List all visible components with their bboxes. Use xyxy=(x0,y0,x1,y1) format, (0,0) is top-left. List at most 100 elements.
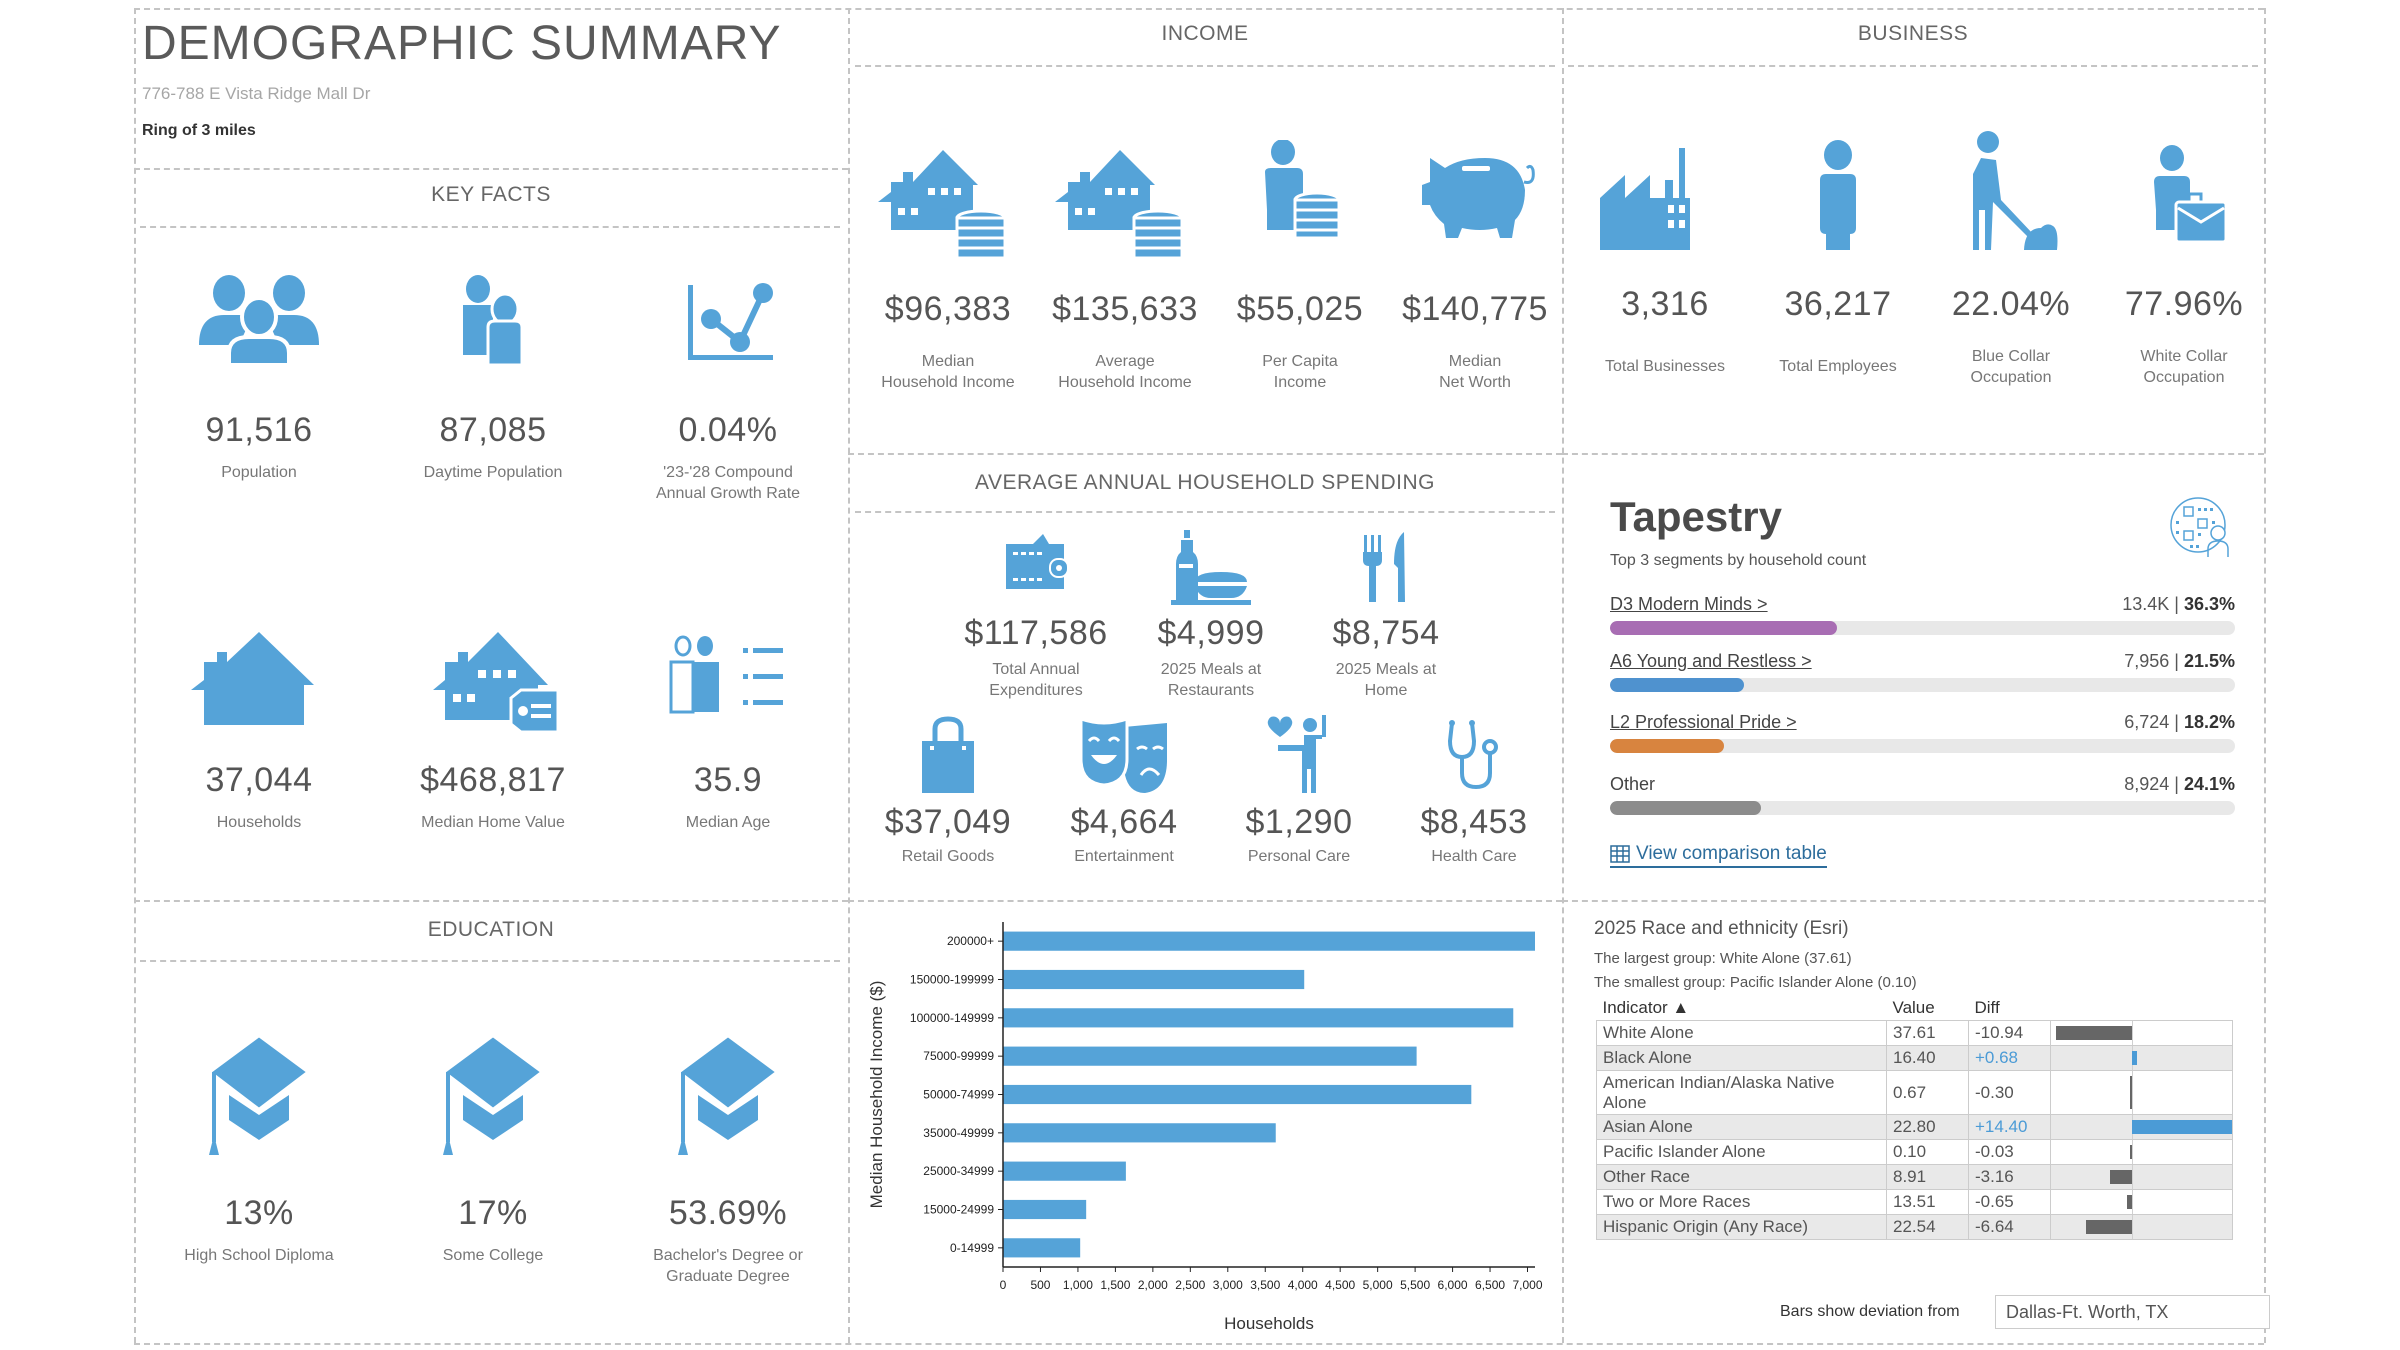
segment-link[interactable]: A6 Young and Restless > xyxy=(1610,651,1812,671)
x-tick-label: 3,500 xyxy=(1250,1278,1280,1292)
deviation-bar xyxy=(2056,1026,2132,1040)
personal-care-icon xyxy=(1267,715,1326,793)
shopping-bag-icon xyxy=(922,716,974,793)
cell-diff: -10.94 xyxy=(1968,1020,2051,1046)
metric-label: Restaurants xyxy=(1167,682,1255,699)
column-divider-2 xyxy=(1562,8,1564,1343)
cell-deviation-bar xyxy=(2050,1114,2233,1140)
metric-blue-collar: 22.04% Blue Collar Occupation xyxy=(1921,130,2101,388)
metric-value: 91,516 xyxy=(205,411,313,449)
column-header-diff[interactable]: Diff xyxy=(1974,998,2000,1017)
piggy-bank-icon xyxy=(1422,158,1535,238)
metric-health-care: $8,453 Health Care xyxy=(1394,715,1554,867)
metric-label: Daytime Population xyxy=(423,464,563,481)
metric-median-home-value: $468,817 Median Home Value xyxy=(393,630,593,833)
y-tick-label: 75000-99999 xyxy=(923,1049,994,1063)
metric-bachelors: 53.69% Bachelor's Degree or Graduate Deg… xyxy=(628,1030,828,1287)
metric-value: $468,817 xyxy=(420,761,566,799)
x-tick-label: 5,500 xyxy=(1400,1278,1430,1292)
divider xyxy=(855,65,1555,67)
divider xyxy=(134,168,848,170)
deviation-area-input[interactable]: Dallas-Ft. Worth, TX xyxy=(1995,1295,2270,1329)
metric-total-businesses: 3,316 Total Businesses xyxy=(1575,130,1755,377)
metric-label: Household Income xyxy=(1058,374,1192,391)
cell-diff: -3.16 xyxy=(1968,1164,2051,1190)
metric-label: White Collar xyxy=(2140,348,2228,365)
column-header-indicator[interactable]: Indicator ▲ xyxy=(1602,998,1690,1017)
metric-daytime-population: 87,085 Daytime Population xyxy=(393,275,593,483)
metric-label: Expenditures xyxy=(989,682,1083,699)
metric-total-expenditures: $117,586 Total Annual Expenditures xyxy=(956,530,1116,701)
cell-diff: -0.03 xyxy=(1968,1139,2051,1165)
income-distribution-chart: 200000+ 150000-199999 100000-149999 75000-9… xyxy=(867,922,1543,1333)
metric-label: Bachelor's Degree or Graduate Degree xyxy=(653,1247,803,1285)
table-row: Two or More Races 13.51 -0.65 xyxy=(1596,1189,2233,1215)
cell-diff: -6.64 xyxy=(1968,1214,2051,1240)
metric-label: Household Income xyxy=(881,374,1015,391)
bar-100000-149999 xyxy=(1003,1008,1514,1028)
metric-value: $8,453 xyxy=(1420,803,1528,841)
deviation-axis xyxy=(2132,1165,2133,1189)
metric-value: 53.69% xyxy=(668,1194,788,1232)
segment-link[interactable]: L2 Professional Pride > xyxy=(1610,712,1797,732)
tapestry-segment[interactable]: D3 Modern Minds > 13.4K | 36.3% xyxy=(1610,594,2235,635)
metric-per-capita-income: $55,025 Per Capita Income xyxy=(1210,140,1390,393)
graduation-cap-icon xyxy=(439,1032,547,1155)
table-row: American Indian/Alaska Native Alone 0.67-… xyxy=(1596,1070,2233,1115)
deviation-axis xyxy=(2132,1190,2133,1214)
metric-value: 77.96% xyxy=(2124,285,2244,323)
cell-deviation-bar xyxy=(2050,1164,2233,1190)
metric-label: '23-'28 Compound Annual Growth Rate xyxy=(655,464,801,502)
metric-white-collar: 77.96% White Collar Occupation xyxy=(2094,130,2274,388)
metric-label: Health Care xyxy=(1431,848,1517,865)
table-row: Black Alone 16.40 +0.68 xyxy=(1596,1045,2233,1071)
spending-title: AVERAGE ANNUAL HOUSEHOLD SPENDING xyxy=(975,471,1435,494)
wallet-icon xyxy=(1006,534,1069,589)
x-tick-label: 7,000 xyxy=(1512,1278,1542,1292)
metric-value: 22.04% xyxy=(1951,285,2071,323)
table-row: Other Race 8.91 -3.16 xyxy=(1596,1164,2233,1190)
view-comparison-table-link[interactable]: View comparison table xyxy=(1610,843,1827,868)
metric-label: Median Age xyxy=(685,814,771,831)
deviation-bar xyxy=(2130,1145,2132,1159)
stethoscope-icon xyxy=(1447,720,1498,790)
column-header-value[interactable]: Value xyxy=(1892,998,1935,1017)
x-tick-label: 1,500 xyxy=(1100,1278,1130,1292)
metric-label: 2025 Meals at xyxy=(1335,661,1437,678)
factory-icon xyxy=(1600,148,1690,250)
metric-value: 3,316 xyxy=(1621,285,1709,323)
metric-growth-rate: 0.04% '23-'28 Compound Annual Growth Rat… xyxy=(628,275,828,504)
metric-label: High School Diploma xyxy=(184,1247,334,1264)
divider xyxy=(140,226,840,228)
cell-diff: -0.65 xyxy=(1968,1189,2051,1215)
x-tick-label: 4,500 xyxy=(1325,1278,1355,1292)
metric-value: 17% xyxy=(458,1194,528,1232)
metric-label: Households xyxy=(216,814,302,831)
tapestry-segment[interactable]: A6 Young and Restless > 7,956 | 21.5% xyxy=(1610,651,2235,692)
x-tick-label: 2,500 xyxy=(1175,1278,1205,1292)
deviation-label: Bars show deviation from xyxy=(1780,1303,1960,1320)
metric-meals-home: $8,754 2025 Meals at Home xyxy=(1306,530,1466,701)
segment-link[interactable]: D3 Modern Minds > xyxy=(1610,594,1768,614)
metric-label: Occupation xyxy=(1970,369,2052,386)
cell-diff: +0.68 xyxy=(1968,1045,2051,1071)
metric-average-household-income: $135,633 Average Household Income xyxy=(1035,140,1215,393)
smallest-group-text: The smallest group: Pacific Islander Alo… xyxy=(1594,974,1917,991)
y-tick-label: 150000-199999 xyxy=(910,973,994,987)
metric-value: $135,633 xyxy=(1052,290,1198,328)
x-tick-label: 6,000 xyxy=(1438,1278,1468,1292)
cell-value: 37.61 xyxy=(1886,1020,1969,1046)
deviation-axis xyxy=(2132,1071,2133,1114)
house-coins-icon xyxy=(878,150,1007,260)
graduation-cap-icon xyxy=(674,1032,782,1155)
metric-label: Per Capita xyxy=(1262,353,1338,370)
tapestry-subtitle: Top 3 segments by household count xyxy=(1610,552,1867,569)
segment-bar xyxy=(1610,801,1761,815)
income-title: INCOME xyxy=(1161,22,1249,45)
metric-label: Home xyxy=(1364,682,1408,699)
deviation-axis xyxy=(2132,1140,2133,1164)
theater-masks-icon xyxy=(1079,716,1167,793)
divider xyxy=(855,511,1555,513)
tapestry-segment[interactable]: L2 Professional Pride > 6,724 | 18.2% xyxy=(1610,712,2235,753)
metric-median-age: 35.9 Median Age xyxy=(628,630,828,833)
